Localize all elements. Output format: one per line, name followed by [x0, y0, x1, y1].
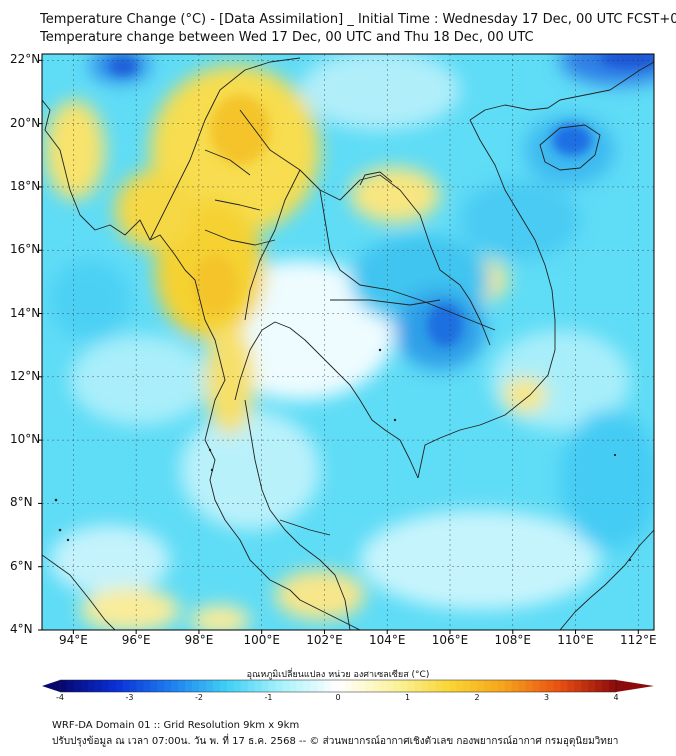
colorbar-tick-label: -1: [264, 693, 273, 702]
lat-label: 18°N: [10, 178, 41, 193]
colorbar-tick-label: -4: [56, 693, 64, 702]
lon-label: 96°E: [121, 633, 151, 647]
colorbar-tick-label: -2: [195, 693, 203, 702]
lat-label: 4°N: [10, 622, 33, 636]
footer-credit: ปรับปรุงข้อมูล ณ เวลา 07:00น. วัน พ. ที่…: [52, 736, 619, 747]
lat-label: 8°N: [10, 495, 33, 510]
lon-label: 98°E: [184, 633, 214, 647]
colorbar-tick-label: 4: [613, 693, 619, 702]
lon-label: 110°E: [557, 633, 594, 647]
lon-label: 112°E: [620, 633, 657, 647]
temperature-field: [45, 54, 654, 630]
islands: [54, 348, 632, 562]
colorbar-tick-label: 0: [335, 693, 341, 702]
lat-label: 22°N: [10, 52, 41, 67]
colorbar-label: อุณหภูมิเปลี่ยนแปลง หน่วย องศาเซลเซียส (…: [246, 670, 430, 680]
colorbar-tick-label: 3: [543, 693, 550, 702]
colorbar-tick-label: 1: [404, 693, 411, 702]
lat-label: 12°N: [10, 368, 41, 383]
lon-label: 94°E: [58, 633, 88, 647]
map-title: Temperature Change (°C) - [Data Assimila…: [40, 12, 676, 27]
lat-label: 20°N: [10, 115, 41, 130]
coastline-borders: [42, 57, 654, 630]
lon-label: 100°E: [243, 633, 280, 647]
graticule: [42, 54, 654, 630]
lat-label: 6°N: [10, 558, 33, 573]
lat-label: 14°N: [10, 305, 41, 320]
lat-label: 10°N: [10, 432, 41, 447]
lon-label: 106°E: [431, 633, 469, 647]
lat-label: 16°N: [10, 242, 41, 257]
lon-label: 104°E: [368, 633, 406, 647]
footer-model-info: WRF-DA Domain 01 :: Grid Resolution 9km …: [52, 720, 300, 731]
lon-label: 102°E: [306, 633, 343, 647]
map-frame: [41, 53, 655, 631]
map-subtitle: Temperature change between Wed 17 Dec, 0…: [40, 30, 534, 45]
colorbar-tick-label: -3: [125, 693, 134, 702]
colorbar-tick-label: 2: [474, 693, 480, 702]
lon-label: 108°E: [494, 633, 532, 647]
